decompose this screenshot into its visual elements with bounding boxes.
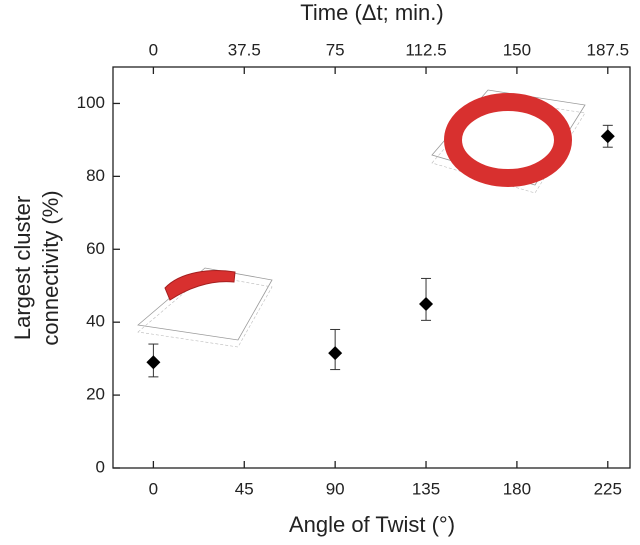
x-tick-label: 0 <box>149 479 158 498</box>
x2-label: Time (Δt; min.) <box>300 0 443 25</box>
x2-tick-label: 150 <box>503 40 531 59</box>
x2-tick-label: 0 <box>149 40 158 59</box>
x-tick-label: 45 <box>235 479 254 498</box>
x-label: Angle of Twist (°) <box>289 512 455 537</box>
y-tick-label: 40 <box>86 312 105 331</box>
x2-tick-label: 112.5 <box>405 40 446 59</box>
x-tick-label: 225 <box>594 479 622 498</box>
y-tick-label: 100 <box>77 93 105 112</box>
point <box>146 355 161 370</box>
point <box>600 129 615 144</box>
point <box>419 296 434 311</box>
x-tick-label: 180 <box>503 479 531 498</box>
x2-tick-label: 187.5 <box>587 40 630 59</box>
y-tick-label: 80 <box>86 166 105 185</box>
y-tick-label: 20 <box>86 385 105 404</box>
y-label: Largest cluster <box>10 196 35 340</box>
point <box>328 346 343 361</box>
y-label: connectivity (%) <box>38 190 63 345</box>
x-tick-label: 135 <box>412 479 440 498</box>
x-tick-label: 90 <box>326 479 345 498</box>
y-tick-label: 0 <box>96 457 105 476</box>
x2-tick-label: 75 <box>326 40 345 59</box>
y-tick-label: 60 <box>86 239 105 258</box>
plot-frame <box>112 66 631 469</box>
inset-large <box>431 89 586 194</box>
x2-tick-label: 37.5 <box>228 40 261 59</box>
inset-small <box>137 267 273 348</box>
